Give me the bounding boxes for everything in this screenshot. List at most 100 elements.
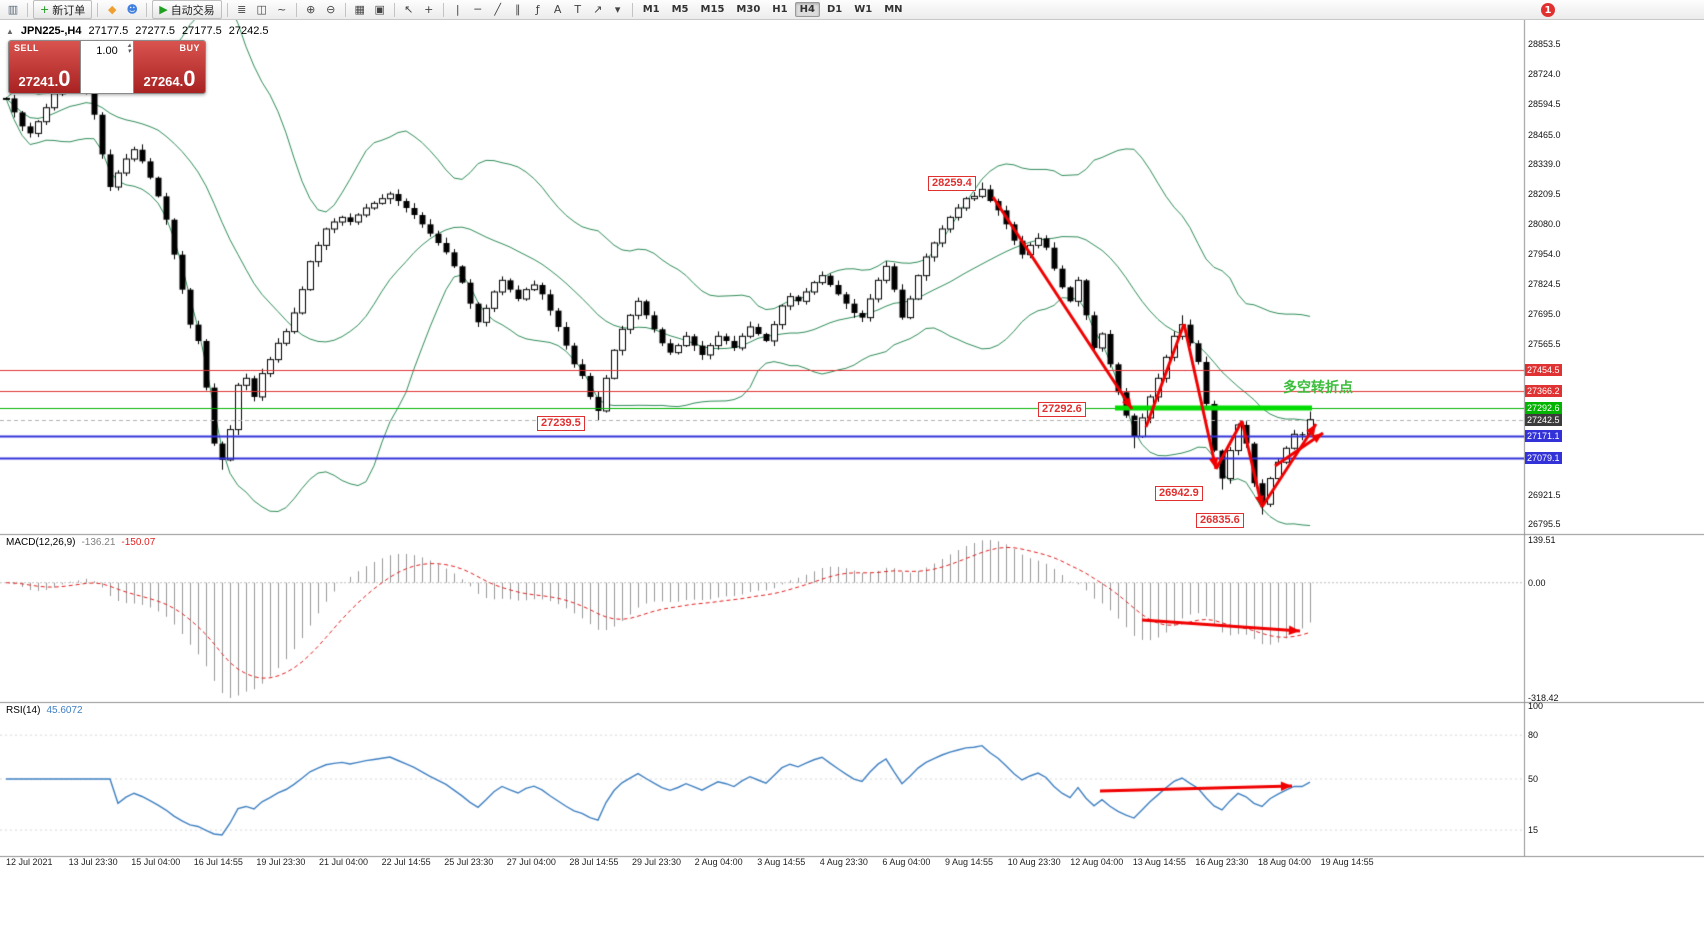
- volume-spinner[interactable]: ▴ ▾: [127, 42, 131, 55]
- text-icon[interactable]: A: [549, 1, 567, 18]
- sell-price-big: 0: [58, 66, 71, 91]
- objects-dropdown-icon: ▾: [614, 3, 621, 16]
- toolbar-separator: [631, 2, 633, 17]
- grid-icon[interactable]: ▦: [351, 1, 369, 18]
- vertical-line-icon[interactable]: |: [449, 1, 467, 18]
- chart-canvas[interactable]: [0, 20, 1704, 872]
- timeframe-mn-button[interactable]: MN: [884, 4, 903, 15]
- sell-label: SELL: [14, 43, 40, 53]
- horizontal-line-icon: ─: [474, 3, 481, 16]
- macd-label: MACD(12,26,9) -136.21 -150.07: [6, 537, 155, 548]
- new-order-icon: +: [40, 3, 50, 16]
- arrow-tool-icon[interactable]: ↗: [589, 1, 607, 18]
- community-icon[interactable]: ☻: [123, 1, 141, 18]
- tile-windows-icon[interactable]: ▣: [371, 1, 389, 18]
- tile-windows-icon: ▣: [374, 3, 385, 16]
- horizontal-line-icon[interactable]: ─: [469, 1, 487, 18]
- toolbar-separator: [27, 2, 28, 17]
- buy-price: 27264.0: [134, 68, 205, 90]
- trendline-icon: ╱: [494, 3, 501, 16]
- notification-badge[interactable]: 1: [1541, 3, 1555, 17]
- price-annotation-label[interactable]: 27239.5: [537, 416, 585, 431]
- autotrade-button[interactable]: ▶ 自动交易: [152, 0, 222, 19]
- label-icon[interactable]: T: [569, 1, 587, 18]
- chart-line-icon[interactable]: ~: [273, 1, 291, 18]
- macd-signal-value: -150.07: [121, 537, 156, 548]
- chart-candles-icon: ◫: [256, 3, 267, 16]
- chart-bars-icon: ≣: [237, 3, 247, 16]
- timeframe-m30-button[interactable]: M30: [736, 4, 761, 15]
- trendline-icon[interactable]: ╱: [489, 1, 507, 18]
- mql5-icon[interactable]: ◆: [103, 1, 121, 18]
- new-chart-icon: ▥: [7, 3, 19, 16]
- cursor-icon: ↖: [404, 3, 414, 16]
- toolbar-separator: [146, 2, 148, 17]
- crosshair-icon: +: [424, 3, 434, 16]
- timeframe-w1-button[interactable]: W1: [854, 4, 873, 15]
- ohlc-open: 27177.5: [88, 25, 129, 37]
- toolbar-icon-groups: ▥ + 新订单 ◆ ☻ ▶ 自动交易 ≣ ◫ ~ ⊕ ⊖ ▦ ▣ ↖ + | ─ ╱ ∥ ƒ A T ↗ ▾: [3, 0, 628, 19]
- sell-button[interactable]: SELL 27241.0: [9, 41, 80, 93]
- arrow-tool-icon: ↗: [593, 3, 603, 16]
- zoom-out-icon[interactable]: ⊖: [322, 1, 340, 18]
- price-annotation-label[interactable]: 27292.6: [1038, 402, 1086, 417]
- timeframe-h4-button[interactable]: H4: [794, 2, 820, 17]
- vertical-line-icon: |: [455, 3, 460, 16]
- buy-button[interactable]: BUY 27264.0: [134, 41, 205, 93]
- timeframe-d1-button[interactable]: D1: [826, 4, 843, 15]
- chart-candles-icon[interactable]: ◫: [253, 1, 271, 18]
- fibonacci-icon[interactable]: ƒ: [529, 1, 547, 18]
- new-order-button[interactable]: + 新订单: [33, 0, 93, 19]
- timeframe-h1-button[interactable]: H1: [772, 4, 788, 15]
- sell-price-main: 27241.: [18, 74, 59, 89]
- turning-point-note[interactable]: 多空转折点: [1283, 380, 1353, 396]
- mql5-icon: ◆: [107, 3, 117, 16]
- collapse-triangle-icon[interactable]: ▲: [6, 26, 14, 36]
- macd-name: MACD(12,26,9): [6, 537, 76, 548]
- autotrade-button-label: 自动交易: [170, 3, 215, 17]
- rsi-label: RSI(14) 45.6072: [6, 705, 83, 716]
- grid-icon: ▦: [354, 3, 365, 16]
- toolbar-separator: [442, 2, 444, 17]
- zoom-in-icon: ⊕: [306, 3, 316, 16]
- new-chart-icon[interactable]: ▥: [4, 1, 22, 18]
- price-annotation-label[interactable]: 28259.4: [928, 176, 976, 191]
- buy-price-big: 0: [183, 66, 196, 91]
- timeframe-m5-button[interactable]: M5: [671, 4, 689, 15]
- objects-dropdown-icon[interactable]: ▾: [609, 1, 627, 18]
- sell-price: 27241.0: [9, 68, 80, 90]
- autotrade-icon: ▶: [159, 3, 168, 16]
- ohlc-close: 27242.5: [228, 25, 269, 37]
- price-annotation-label[interactable]: 26835.6: [1196, 513, 1244, 528]
- chart-line-icon: ~: [277, 3, 287, 16]
- one-click-trading-panel: SELL 27241.0 1.00 ▴ ▾ BUY 27264.0: [8, 40, 206, 94]
- macd-main-value: -136.21: [81, 537, 116, 548]
- timeframe-buttons: M1 M5 M15 M30 H1 H4 D1 W1 MN: [637, 2, 909, 17]
- chart-info-line: ▲ JPN225-,H4 27177.5 27277.5 27177.5 272…: [6, 25, 269, 37]
- text-icon: A: [553, 3, 562, 16]
- symbol-title: JPN225-,H4: [20, 25, 82, 37]
- main-toolbar: ▥ + 新订单 ◆ ☻ ▶ 自动交易 ≣ ◫ ~ ⊕ ⊖ ▦ ▣ ↖ + | ─ ╱ ∥ ƒ A T ↗ ▾ M1 M5 M15 M3…: [0, 0, 1704, 20]
- volume-up-icon[interactable]: ▴: [127, 42, 131, 49]
- toolbar-separator: [344, 2, 346, 17]
- buy-label: BUY: [179, 43, 200, 53]
- volume-down-icon[interactable]: ▾: [127, 48, 131, 55]
- toolbar-separator: [393, 2, 395, 17]
- volume-field[interactable]: 1.00 ▴ ▾: [80, 41, 134, 93]
- crosshair-icon[interactable]: +: [420, 1, 438, 18]
- zoom-out-icon: ⊖: [326, 3, 336, 16]
- price-annotation-label[interactable]: 26942.9: [1155, 486, 1203, 501]
- chart-bars-icon[interactable]: ≣: [233, 1, 251, 18]
- toolbar-separator: [226, 2, 228, 17]
- toolbar-separator: [97, 2, 99, 17]
- timeframe-m15-button[interactable]: M15: [700, 4, 725, 15]
- channel-icon[interactable]: ∥: [509, 1, 527, 18]
- new-order-button-label: 新订单: [52, 3, 86, 17]
- buy-price-main: 27264.: [143, 74, 184, 89]
- ohlc-low: 27177.5: [182, 25, 222, 37]
- timeframe-m1-button[interactable]: M1: [642, 4, 660, 15]
- volume-value: 1.00: [96, 45, 118, 57]
- zoom-in-icon[interactable]: ⊕: [302, 1, 320, 18]
- cursor-icon[interactable]: ↖: [400, 1, 418, 18]
